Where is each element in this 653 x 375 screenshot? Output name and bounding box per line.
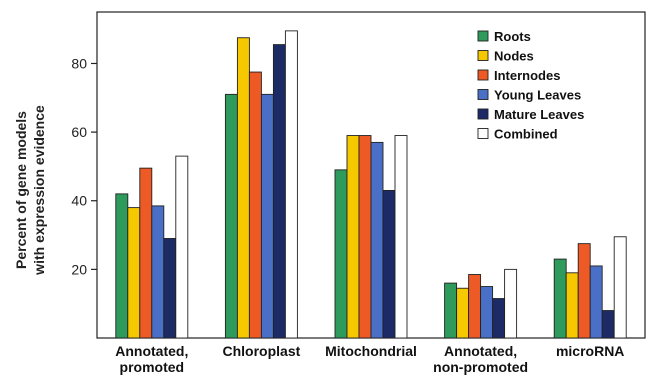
- bar: [140, 168, 152, 338]
- bar: [225, 94, 237, 338]
- legend-item: Young Leaves: [478, 88, 581, 103]
- bar: [566, 273, 578, 338]
- bar-group: [554, 237, 626, 338]
- bar: [395, 136, 407, 338]
- bar-group: [225, 31, 297, 338]
- bar: [116, 194, 128, 338]
- bar: [152, 206, 164, 338]
- x-tick-label: Chloroplast: [223, 343, 301, 359]
- legend-label: Roots: [494, 29, 531, 44]
- bar: [578, 244, 590, 338]
- legend-item: Nodes: [478, 49, 534, 64]
- bar: [273, 45, 285, 338]
- y-axis-ticks: 20 40 60 80: [71, 55, 97, 277]
- x-tick-label: microRNA: [556, 343, 624, 359]
- legend-label: Nodes: [494, 49, 534, 64]
- x-axis-labels: Annotated, promoted Chloroplast Mitochondri…: [115, 343, 624, 375]
- bar: [335, 170, 347, 338]
- bar: [505, 269, 517, 338]
- legend-swatch: [478, 109, 488, 119]
- legend-label: Mature Leaves: [494, 107, 584, 122]
- bar: [469, 275, 481, 338]
- legend-swatch: [478, 90, 488, 100]
- bar: [176, 156, 188, 338]
- bar: [249, 72, 261, 338]
- bar: [347, 136, 359, 338]
- bar: [554, 259, 566, 338]
- bar-group: [335, 136, 407, 338]
- bar: [164, 238, 176, 338]
- legend-label: Combined: [494, 127, 558, 142]
- bar: [590, 266, 602, 338]
- legend-item: Mature Leaves: [478, 107, 584, 122]
- y-tick-label: 80: [71, 55, 87, 71]
- bar: [359, 136, 371, 338]
- bar: [261, 94, 273, 338]
- y-axis-title-line-1: Percent of gene models: [13, 111, 29, 269]
- y-axis-title: Percent of gene models with expression e…: [13, 105, 47, 276]
- bar: [128, 208, 140, 338]
- bar: [285, 31, 297, 338]
- legend-item: Internodes: [478, 68, 560, 83]
- y-tick-label: 60: [71, 124, 87, 140]
- bar: [457, 288, 469, 338]
- legend-item: Roots: [478, 29, 531, 44]
- bar: [481, 287, 493, 338]
- y-tick-label: 40: [71, 193, 87, 209]
- bar: [371, 142, 383, 338]
- bar: [445, 283, 457, 338]
- x-tick-label: Mitochondrial: [325, 343, 417, 359]
- legend-label: Young Leaves: [494, 88, 581, 103]
- x-tick-label: Annotated, promoted: [115, 343, 188, 375]
- bar: [493, 299, 505, 338]
- bar-group: [445, 269, 517, 338]
- y-axis-title-line-2: with expression evidence: [31, 105, 47, 276]
- bar: [614, 237, 626, 338]
- bar-group: [116, 156, 188, 338]
- legend-swatch: [478, 31, 488, 41]
- legend-label: Internodes: [494, 68, 560, 83]
- bar: [602, 311, 614, 338]
- legend-swatch: [478, 70, 488, 80]
- legend: Roots Nodes Internodes Young Leaves Mature L…: [478, 29, 584, 142]
- legend-swatch: [478, 129, 488, 139]
- bar: [237, 38, 249, 338]
- x-tick-label: Annotated, non-promoted: [433, 343, 528, 375]
- legend-item: Combined: [478, 127, 558, 142]
- y-tick-label: 20: [71, 261, 87, 277]
- legend-swatch: [478, 51, 488, 61]
- bar: [383, 190, 395, 338]
